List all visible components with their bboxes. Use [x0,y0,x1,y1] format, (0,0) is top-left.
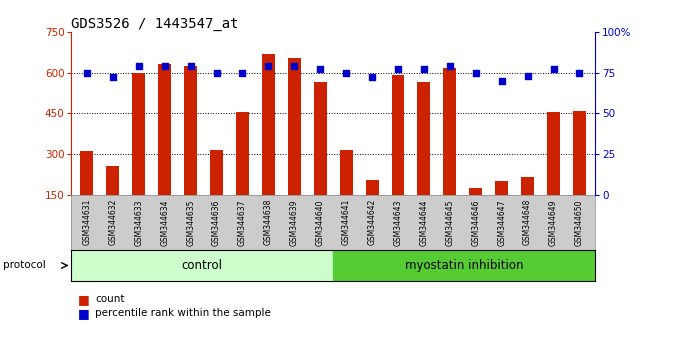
Point [263,63,274,69]
Text: GSM344649: GSM344649 [549,199,558,246]
Bar [547,112,560,195]
Text: myostatin inhibition: myostatin inhibition [405,259,524,272]
Text: GSM344631: GSM344631 [82,199,91,245]
Text: GSM344637: GSM344637 [238,199,247,246]
Bar [133,73,146,195]
Bar [71,250,333,281]
Text: GSM344644: GSM344644 [420,199,428,246]
Text: GSM344648: GSM344648 [523,199,532,245]
Point [392,67,403,72]
Text: GSM344650: GSM344650 [575,199,584,246]
Point [471,70,481,75]
Text: ■: ■ [78,307,90,320]
Text: GSM344635: GSM344635 [186,199,195,246]
Bar [392,75,405,195]
Bar [418,82,430,195]
Text: GSM344647: GSM344647 [497,199,506,246]
Bar [262,53,275,195]
Point [548,67,559,72]
Bar [573,110,586,195]
Text: GDS3526 / 1443547_at: GDS3526 / 1443547_at [71,17,239,31]
Bar [236,112,249,195]
Point [367,75,377,80]
Text: GSM344633: GSM344633 [134,199,143,246]
Point [496,78,507,84]
Bar [158,64,171,195]
Point [445,63,456,69]
Point [341,70,352,75]
Point [418,67,429,72]
Text: control: control [182,259,223,272]
Bar [521,177,534,195]
Text: GSM344645: GSM344645 [445,199,454,246]
Point [237,70,248,75]
Text: GSM344646: GSM344646 [471,199,480,246]
Point [289,63,300,69]
Text: GSM344640: GSM344640 [316,199,325,246]
Bar [469,188,482,195]
Text: GSM344641: GSM344641 [341,199,351,245]
Bar [313,82,326,195]
Text: GSM344634: GSM344634 [160,199,169,246]
Point [159,63,170,69]
Point [522,73,533,79]
Bar [340,150,353,195]
Text: GSM344632: GSM344632 [108,199,118,245]
Point [133,63,144,69]
Point [211,70,222,75]
Bar [333,250,595,281]
Text: protocol: protocol [3,261,46,270]
Point [574,70,585,75]
Text: ■: ■ [78,293,90,306]
Bar [366,180,379,195]
Point [82,70,92,75]
Point [185,63,196,69]
Bar [80,151,93,195]
Text: percentile rank within the sample: percentile rank within the sample [95,308,271,318]
Text: count: count [95,294,124,304]
Bar [443,69,456,195]
Text: GSM344639: GSM344639 [290,199,299,246]
Text: GSM344643: GSM344643 [394,199,403,246]
Text: GSM344642: GSM344642 [368,199,377,245]
Text: GSM344636: GSM344636 [212,199,221,246]
Bar [210,150,223,195]
Bar [288,58,301,195]
Text: GSM344638: GSM344638 [264,199,273,245]
Bar [106,166,120,195]
Bar [495,181,508,195]
Point [315,67,326,72]
Point [107,75,118,80]
Bar [184,66,197,195]
